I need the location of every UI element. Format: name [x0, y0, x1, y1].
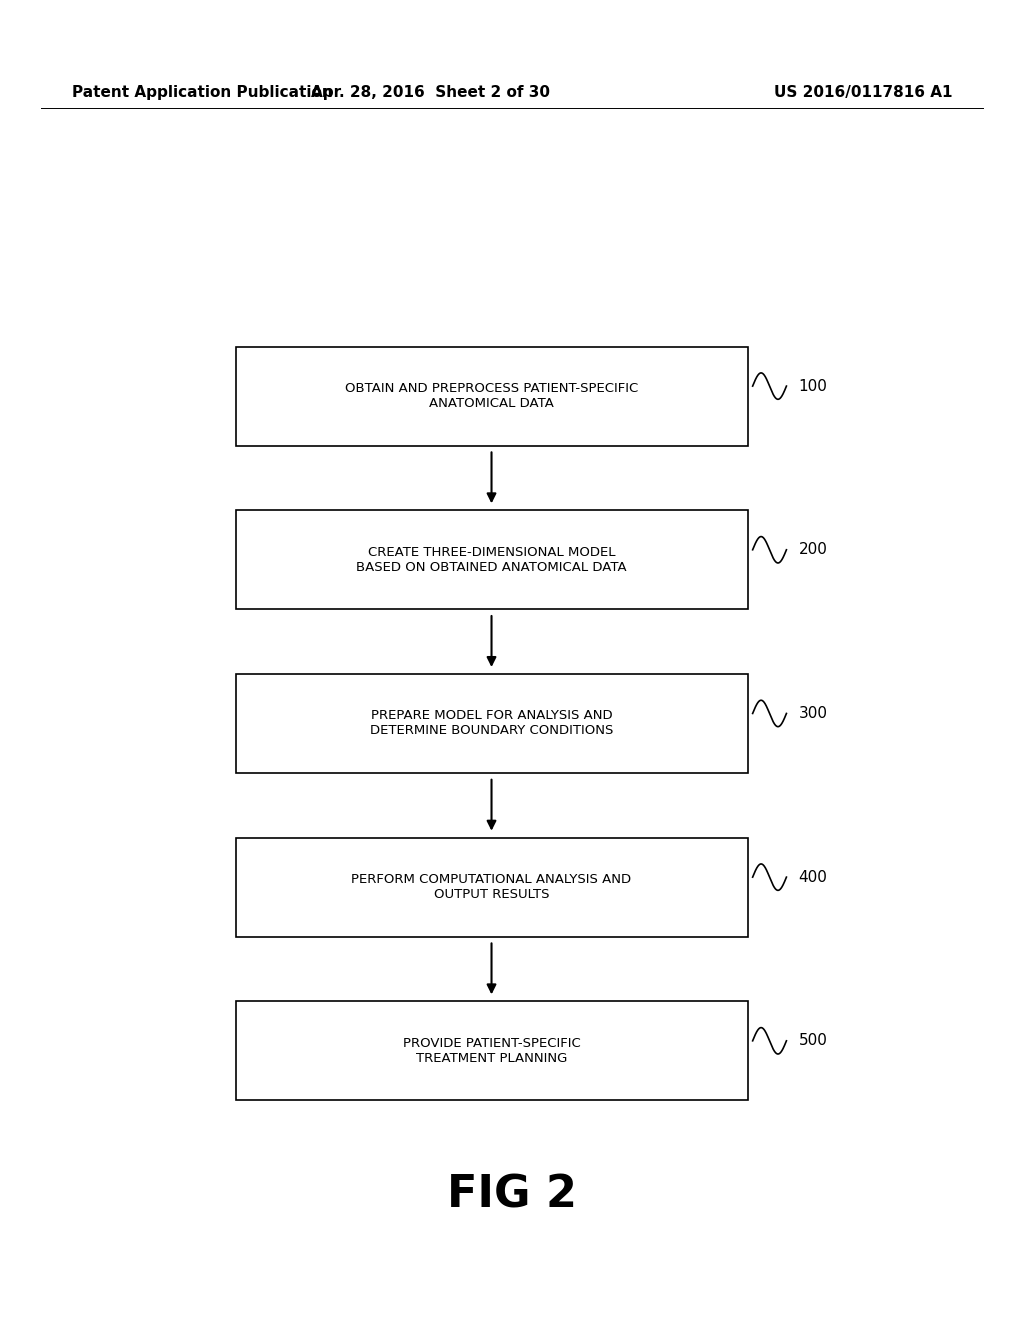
Text: CREATE THREE-DIMENSIONAL MODEL
BASED ON OBTAINED ANATOMICAL DATA: CREATE THREE-DIMENSIONAL MODEL BASED ON …	[356, 545, 627, 574]
Text: PREPARE MODEL FOR ANALYSIS AND
DETERMINE BOUNDARY CONDITIONS: PREPARE MODEL FOR ANALYSIS AND DETERMINE…	[370, 709, 613, 738]
Text: 500: 500	[799, 1034, 827, 1048]
Text: 100: 100	[799, 379, 827, 393]
Text: 200: 200	[799, 543, 827, 557]
Text: 300: 300	[799, 706, 827, 721]
Text: OBTAIN AND PREPROCESS PATIENT-SPECIFIC
ANATOMICAL DATA: OBTAIN AND PREPROCESS PATIENT-SPECIFIC A…	[345, 381, 638, 411]
Text: PERFORM COMPUTATIONAL ANALYSIS AND
OUTPUT RESULTS: PERFORM COMPUTATIONAL ANALYSIS AND OUTPU…	[351, 873, 632, 902]
Text: PROVIDE PATIENT-SPECIFIC
TREATMENT PLANNING: PROVIDE PATIENT-SPECIFIC TREATMENT PLANN…	[402, 1036, 581, 1065]
Text: FIG 2: FIG 2	[447, 1173, 577, 1216]
Bar	[236, 837, 748, 937]
Bar	[236, 511, 748, 610]
Text: 400: 400	[799, 870, 827, 884]
Bar	[236, 346, 748, 446]
Text: Patent Application Publication: Patent Application Publication	[72, 84, 333, 100]
Text: US 2016/0117816 A1: US 2016/0117816 A1	[774, 84, 952, 100]
Text: Apr. 28, 2016  Sheet 2 of 30: Apr. 28, 2016 Sheet 2 of 30	[310, 84, 550, 100]
Bar	[236, 1001, 748, 1101]
Bar	[236, 673, 748, 772]
